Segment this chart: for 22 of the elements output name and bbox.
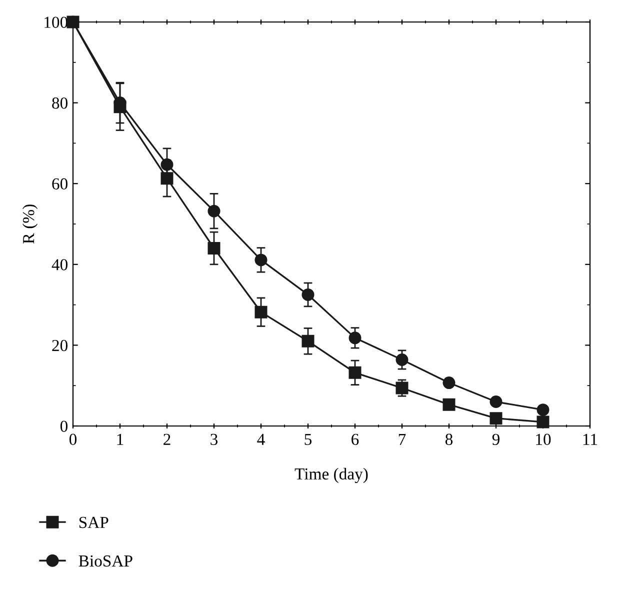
x-tick-label: 9: [492, 434, 500, 446]
x-tick-label: 2: [164, 434, 170, 445]
y-tick-label: 40: [52, 259, 68, 270]
x-tick-label: 5: [304, 434, 312, 446]
x-tick-label: 0: [69, 434, 77, 446]
legend-label: BioSAP: [78, 555, 132, 567]
x-tick-label: 10: [536, 434, 551, 446]
y-tick-label: 100: [44, 16, 68, 28]
legend-label: SAP: [79, 516, 108, 528]
y-tick-label: 80: [52, 98, 68, 109]
y-tick-label: 60: [52, 178, 68, 190]
x-tick-label: 6: [352, 434, 359, 446]
x-tick-label: 1: [117, 434, 124, 445]
x-tick-label: 8: [445, 434, 453, 446]
y-axis-title: R (%): [22, 204, 38, 244]
y-tick-label: 20: [52, 340, 68, 352]
x-tick-label: 7: [398, 434, 406, 445]
x-axis-title: Time (day): [294, 468, 368, 484]
x-tick-label: 4: [257, 434, 265, 445]
x-tick-label: 11: [583, 434, 598, 445]
x-tick-label: 3: [210, 434, 218, 446]
y-tick-label: 0: [60, 420, 68, 432]
